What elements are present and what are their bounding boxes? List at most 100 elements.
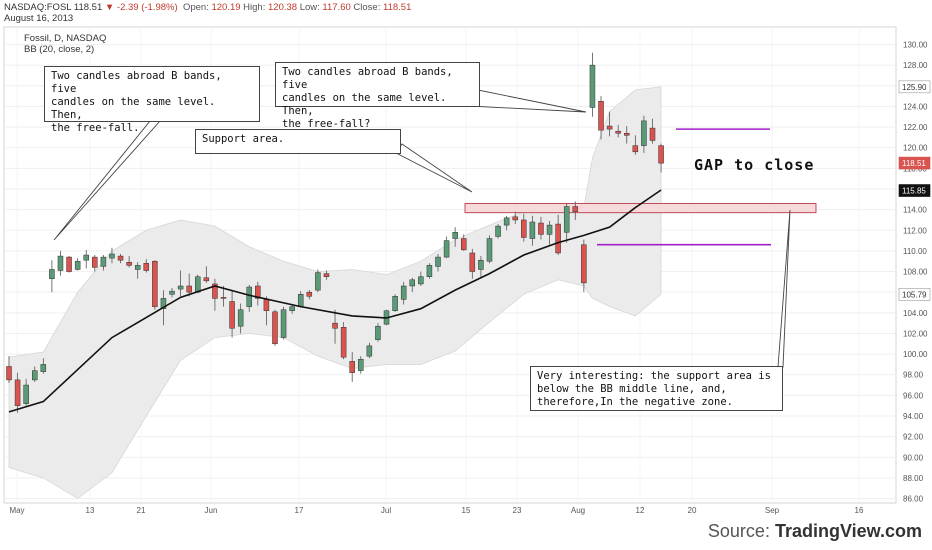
last-price: 118.51 bbox=[73, 2, 103, 13]
y-tick-label: 130.00 bbox=[903, 41, 928, 50]
candle bbox=[503, 215, 510, 231]
candle bbox=[649, 118, 656, 144]
open-label: Open: bbox=[182, 2, 209, 13]
candle bbox=[246, 284, 252, 312]
candle bbox=[255, 281, 261, 306]
candle bbox=[572, 201, 579, 220]
candle-body bbox=[409, 279, 416, 287]
candle bbox=[563, 203, 570, 243]
candle bbox=[495, 224, 501, 239]
candle-body bbox=[203, 277, 210, 282]
candle-body bbox=[606, 125, 613, 130]
y-tick-label: 96.00 bbox=[903, 391, 924, 400]
price-label-box bbox=[898, 184, 931, 197]
candle-body bbox=[392, 296, 398, 312]
candle bbox=[49, 260, 55, 293]
y-tick-label: 104.00 bbox=[903, 309, 928, 318]
candle-body bbox=[177, 285, 184, 290]
candle bbox=[143, 259, 150, 273]
candle-body bbox=[469, 252, 476, 272]
candle-body bbox=[400, 285, 407, 300]
candle-body bbox=[340, 327, 347, 358]
candle-body bbox=[134, 265, 141, 270]
close-value: 118.51 bbox=[383, 2, 412, 13]
candle-body bbox=[452, 232, 458, 239]
candle bbox=[426, 263, 433, 279]
candle bbox=[220, 285, 227, 307]
legend-indicator: BB (20, close, 2) bbox=[24, 44, 94, 55]
callout-support-area: Support area. bbox=[195, 129, 401, 154]
candle-body bbox=[74, 260, 81, 270]
candle-body bbox=[40, 364, 47, 372]
candle bbox=[400, 281, 407, 305]
bollinger-middle-line bbox=[8, 189, 662, 413]
candle bbox=[92, 255, 98, 272]
candle bbox=[418, 271, 424, 286]
y-tick-label: 90.00 bbox=[903, 453, 924, 462]
candle bbox=[615, 124, 621, 138]
callout-aug-candles: Two candles abroad B bands, five candles… bbox=[275, 62, 480, 130]
callout-negative-zone: Very interesting: the support area is be… bbox=[530, 366, 783, 411]
candle-body bbox=[109, 253, 115, 259]
candle-body bbox=[100, 256, 107, 267]
callout-negative-pointer bbox=[777, 209, 791, 368]
y-tick-label: 100.00 bbox=[903, 350, 928, 359]
x-tick-label: Jun bbox=[205, 506, 218, 515]
candle-body bbox=[66, 256, 72, 272]
candle-body bbox=[14, 379, 21, 406]
x-tick-label: 15 bbox=[462, 506, 471, 515]
candle bbox=[521, 213, 527, 242]
y-tick-label: 110.00 bbox=[903, 247, 927, 256]
x-tick-label: 16 bbox=[855, 506, 864, 515]
candle bbox=[237, 303, 244, 334]
source-prefix: Source: bbox=[707, 521, 775, 541]
candle-body bbox=[23, 384, 29, 404]
candle-body bbox=[83, 254, 89, 261]
candle-body bbox=[366, 345, 373, 357]
candle-body bbox=[658, 145, 664, 164]
low-label: Low: bbox=[299, 2, 320, 13]
candle bbox=[632, 135, 639, 155]
candle-body bbox=[332, 322, 338, 329]
candle bbox=[641, 115, 647, 153]
candle bbox=[581, 239, 587, 293]
price-label-box bbox=[898, 80, 931, 94]
candle-body bbox=[649, 127, 656, 141]
candle-body bbox=[358, 359, 364, 371]
candle-body bbox=[297, 293, 304, 307]
price-label: 115.85 bbox=[902, 187, 926, 196]
source-name: TradingView.com bbox=[774, 521, 922, 541]
x-tick-label: 23 bbox=[513, 506, 522, 515]
candle-body bbox=[186, 285, 192, 293]
candle bbox=[306, 290, 313, 300]
candle-body bbox=[289, 306, 295, 312]
candle bbox=[486, 235, 493, 264]
high-label: High: bbox=[243, 2, 266, 13]
open-value: 120.19 bbox=[211, 2, 241, 13]
y-tick-label: 112.00 bbox=[903, 226, 927, 235]
candle-body bbox=[57, 255, 64, 271]
candle bbox=[229, 291, 235, 338]
low-value: 117.60 bbox=[322, 2, 351, 13]
candle-body bbox=[195, 276, 201, 293]
symbol: NASDAQ:FOSL bbox=[4, 2, 72, 13]
x-tick-label: 21 bbox=[137, 506, 146, 515]
y-tick-label: 128.00 bbox=[903, 61, 928, 70]
y-tick-label: 98.00 bbox=[903, 371, 924, 380]
gap-label: GAP to close bbox=[694, 156, 815, 174]
candle bbox=[512, 211, 518, 225]
candle-body bbox=[426, 265, 433, 277]
candle-body bbox=[615, 130, 621, 134]
candle-body bbox=[152, 260, 158, 307]
candle bbox=[212, 278, 218, 311]
candle-body bbox=[512, 216, 518, 221]
candle bbox=[83, 249, 89, 269]
candle-body bbox=[495, 225, 501, 237]
candle bbox=[117, 253, 124, 264]
candle-body bbox=[563, 206, 570, 233]
plot-frame bbox=[3, 26, 897, 504]
y-tick-label: 114.00 bbox=[903, 206, 927, 215]
candle bbox=[280, 306, 287, 340]
legend-title: Fossil, D, NASDAQ bbox=[24, 33, 106, 44]
candle bbox=[57, 250, 64, 276]
